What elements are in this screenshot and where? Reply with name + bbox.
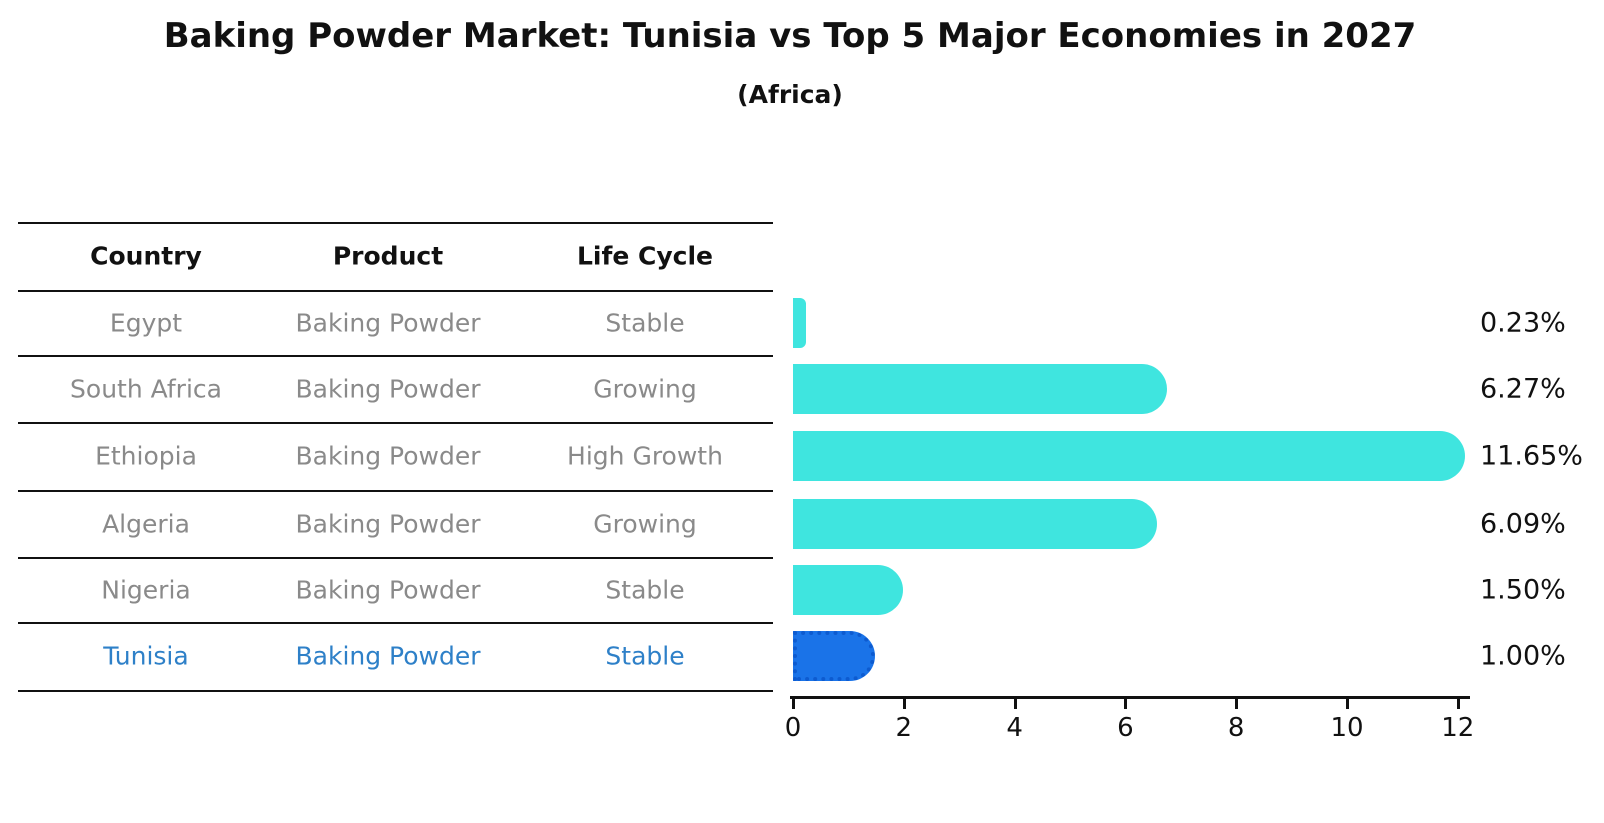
- table-cell-product: Baking Powder: [295, 308, 481, 337]
- table-cell-product: Baking Powder: [295, 641, 481, 671]
- table-rule: [18, 690, 773, 692]
- table-cell-country: Algeria: [102, 509, 190, 538]
- column-header-life-cycle: Life Cycle: [576, 241, 714, 271]
- table-cell-country: South Africa: [70, 374, 222, 403]
- table-rule: [18, 290, 773, 292]
- table-cell-country: Ethiopia: [95, 441, 197, 471]
- table-cell-product: Baking Powder: [295, 575, 481, 604]
- chart-subtitle: (Africa): [737, 80, 843, 109]
- table-cell-life_cycle: Stable: [605, 575, 685, 604]
- x-axis-tick: [902, 697, 906, 709]
- bar-value-label: 1.50%: [1480, 574, 1566, 605]
- bar-value-label: 6.27%: [1480, 373, 1566, 404]
- bar-highlight-tunisia: [793, 631, 875, 681]
- table-cell-life_cycle: Growing: [593, 374, 697, 403]
- x-axis-tick: [1013, 697, 1017, 709]
- bar-ethiopia: [793, 431, 1465, 481]
- x-axis-tick: [1456, 697, 1460, 709]
- table-cell-country: Tunisia: [103, 641, 189, 671]
- x-axis-tick-label: 8: [1227, 713, 1245, 743]
- chart-title: Baking Powder Market: Tunisia vs Top 5 M…: [163, 16, 1417, 56]
- x-axis-tick: [1124, 697, 1128, 709]
- bar-egypt: [793, 297, 806, 348]
- table-cell-product: Baking Powder: [295, 509, 481, 538]
- bar-value-label: 1.00%: [1480, 640, 1566, 672]
- bar-value-label: 0.23%: [1480, 307, 1566, 338]
- table-cell-life_cycle: Stable: [605, 308, 685, 337]
- table-rule: [18, 222, 773, 224]
- column-header-product: Product: [332, 241, 444, 271]
- x-axis-tick: [1346, 697, 1349, 709]
- x-axis-line: [790, 696, 1470, 699]
- bar-algeria: [793, 498, 1157, 549]
- table-cell-product: Baking Powder: [295, 374, 481, 403]
- x-axis-tick-label: 12: [1441, 713, 1475, 743]
- x-axis-tick-label: 6: [1117, 713, 1134, 743]
- table-rule: [18, 622, 773, 624]
- bar-nigeria: [793, 564, 903, 615]
- bar-south-africa: [793, 363, 1167, 414]
- x-axis-tick-label: 4: [1006, 713, 1023, 743]
- table-cell-country: Egypt: [109, 308, 183, 337]
- bar-value-label: 6.09%: [1480, 508, 1566, 539]
- x-axis-tick-label: 2: [895, 713, 913, 743]
- table-cell-life_cycle: Growing: [593, 509, 697, 538]
- x-axis-tick: [1235, 697, 1239, 709]
- column-header-country: Country: [90, 241, 202, 271]
- bar-value-label: 11.65%: [1480, 440, 1583, 472]
- table-rule: [18, 557, 773, 559]
- x-axis-tick: [792, 697, 795, 709]
- x-axis-tick-label: 10: [1330, 713, 1364, 743]
- table-rule: [18, 422, 773, 424]
- table-cell-life_cycle: High Growth: [567, 441, 723, 471]
- x-axis-tick-label: 0: [784, 713, 802, 743]
- table-cell-product: Baking Powder: [295, 441, 481, 471]
- table-rule: [18, 490, 773, 492]
- table-cell-life_cycle: Stable: [605, 641, 685, 671]
- table-cell-country: Nigeria: [101, 575, 191, 604]
- table-rule: [18, 355, 773, 357]
